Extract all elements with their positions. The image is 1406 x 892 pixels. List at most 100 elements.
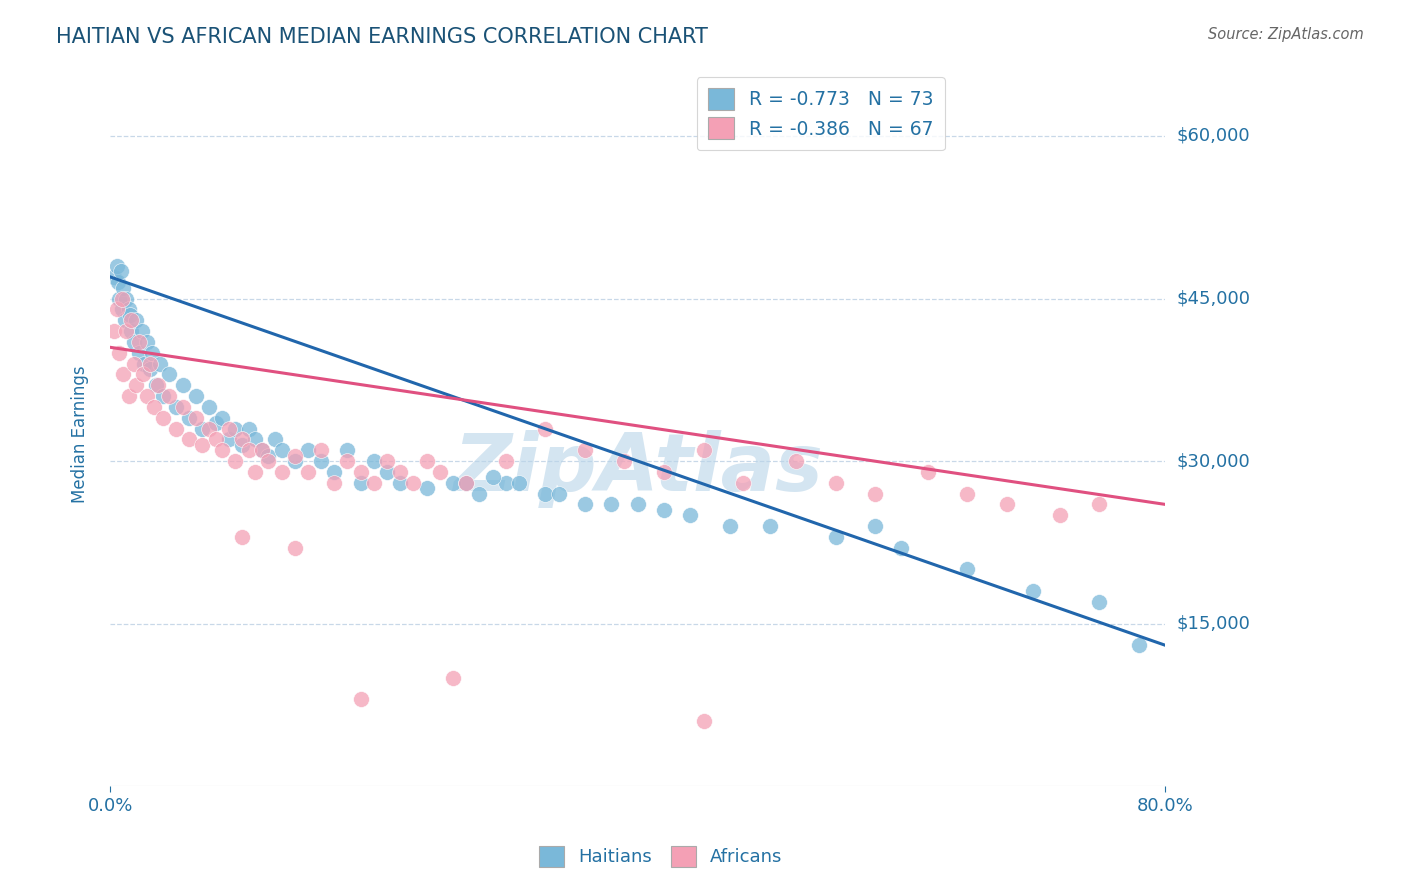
Point xyxy=(824,530,846,544)
Point xyxy=(917,465,939,479)
Text: Source: ZipAtlas.com: Source: ZipAtlas.com xyxy=(1208,27,1364,42)
Point xyxy=(270,465,292,479)
Point xyxy=(336,443,359,458)
Point xyxy=(103,324,125,338)
Point xyxy=(122,334,145,349)
Point xyxy=(141,345,163,359)
Point xyxy=(270,443,292,458)
Text: HAITIAN VS AFRICAN MEDIAN EARNINGS CORRELATION CHART: HAITIAN VS AFRICAN MEDIAN EARNINGS CORRE… xyxy=(56,27,709,46)
Point xyxy=(429,465,451,479)
Point xyxy=(231,438,253,452)
Point xyxy=(110,264,132,278)
Point xyxy=(111,302,134,317)
Point xyxy=(179,410,201,425)
Point xyxy=(211,443,233,458)
Point xyxy=(204,433,226,447)
Point xyxy=(152,410,174,425)
Y-axis label: Median Earnings: Median Earnings xyxy=(72,365,89,503)
Point xyxy=(145,378,167,392)
Point xyxy=(120,324,142,338)
Point xyxy=(863,519,886,533)
Point xyxy=(863,486,886,500)
Point xyxy=(375,465,398,479)
Point xyxy=(733,475,755,490)
Point xyxy=(323,475,346,490)
Point xyxy=(456,475,478,490)
Point xyxy=(118,308,141,322)
Text: $45,000: $45,000 xyxy=(1177,290,1250,308)
Point xyxy=(257,449,280,463)
Point xyxy=(184,389,207,403)
Point xyxy=(134,357,156,371)
Point xyxy=(117,389,139,403)
Point xyxy=(243,465,266,479)
Point xyxy=(107,275,129,289)
Point xyxy=(125,378,148,392)
Point xyxy=(284,449,307,463)
Point xyxy=(350,475,373,490)
Point xyxy=(136,334,159,349)
Point xyxy=(191,421,214,435)
Point xyxy=(508,475,530,490)
Point xyxy=(495,454,517,468)
Point xyxy=(547,486,569,500)
Point xyxy=(218,421,240,435)
Point xyxy=(224,454,246,468)
Point xyxy=(142,400,165,414)
Point xyxy=(132,368,155,382)
Point xyxy=(108,292,131,306)
Point xyxy=(284,541,307,555)
Point xyxy=(375,454,398,468)
Point xyxy=(718,519,741,533)
Legend: Haitians, Africans: Haitians, Africans xyxy=(531,838,790,874)
Point xyxy=(128,345,150,359)
Point xyxy=(243,433,266,447)
Point xyxy=(138,362,160,376)
Point xyxy=(495,475,517,490)
Point xyxy=(108,345,131,359)
Point xyxy=(112,281,135,295)
Point xyxy=(441,475,464,490)
Point xyxy=(165,400,187,414)
Text: $60,000: $60,000 xyxy=(1177,127,1250,145)
Point xyxy=(125,313,148,327)
Point xyxy=(231,433,253,447)
Point xyxy=(1088,595,1111,609)
Point xyxy=(456,475,478,490)
Point xyxy=(257,454,280,468)
Point xyxy=(224,421,246,435)
Point xyxy=(128,334,150,349)
Point xyxy=(238,421,260,435)
Point xyxy=(1022,584,1045,599)
Point xyxy=(627,497,650,511)
Point xyxy=(172,378,194,392)
Point xyxy=(198,400,221,414)
Point xyxy=(600,497,623,511)
Point xyxy=(297,443,319,458)
Point xyxy=(785,454,807,468)
Point xyxy=(179,433,201,447)
Point xyxy=(250,443,273,458)
Point xyxy=(1088,497,1111,511)
Point xyxy=(198,421,221,435)
Point xyxy=(120,313,142,327)
Point xyxy=(652,503,675,517)
Point xyxy=(138,357,160,371)
Point xyxy=(204,416,226,430)
Point xyxy=(363,454,385,468)
Point xyxy=(218,433,240,447)
Point xyxy=(250,443,273,458)
Point xyxy=(534,421,557,435)
Point xyxy=(574,443,596,458)
Point xyxy=(115,324,138,338)
Point xyxy=(652,465,675,479)
Point xyxy=(112,368,135,382)
Point xyxy=(149,357,172,371)
Point xyxy=(402,475,425,490)
Point xyxy=(692,714,714,728)
Point xyxy=(238,443,260,458)
Point xyxy=(111,292,134,306)
Point xyxy=(172,400,194,414)
Point xyxy=(122,357,145,371)
Point xyxy=(389,465,412,479)
